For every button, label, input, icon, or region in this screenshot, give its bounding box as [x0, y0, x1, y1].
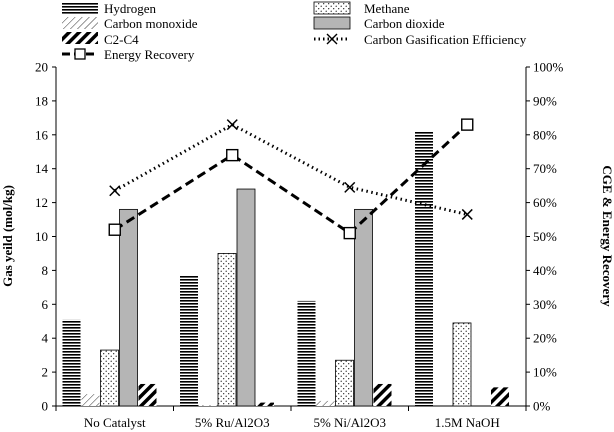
bar-hydrogen [297, 300, 316, 406]
legend-label-energy-recovery: Energy Recovery [104, 47, 195, 62]
marker-energy-recovery [226, 148, 239, 162]
x-tick-label: 5% Ru/Al2O3 [195, 415, 270, 430]
y-ticks-right: 0% 10% 20% 30% 40% 50% 60% 70% 80% 90% 100% [526, 60, 564, 414]
x-tick-label: 1.5M NaOH [435, 415, 500, 430]
bar-c2-c4 [373, 383, 392, 406]
y-tick-label-right: 10% [533, 365, 557, 380]
bar-carbon-dioxide [354, 208, 373, 407]
line-carbon-gasification-efficiency [114, 122, 468, 216]
y-tick-label-right: 90% [533, 93, 557, 108]
marker-carbon-gasification-efficiency [109, 185, 121, 197]
y-tick-label-left: 10 [35, 229, 48, 244]
legend-item-energy-recovery: Energy Recovery [62, 47, 195, 62]
legend-swatch-methane [313, 1, 351, 15]
y-axis-title-right: CGE & Energy Recovery [600, 165, 614, 307]
legend-swatch-carbon-monoxide [62, 17, 98, 29]
marker-energy-recovery [108, 223, 121, 236]
x-tick-label: No Catalyst [84, 415, 146, 430]
legend-item-hydrogen: Hydrogen [62, 1, 156, 16]
marker-energy-recovery [461, 118, 474, 131]
y-tick-label-right: 30% [533, 297, 557, 312]
y-tick-label-right: 80% [533, 127, 557, 142]
legend-marker-energy-recovery [74, 48, 86, 60]
legend: Hydrogen Carbon monoxide C2-C4 Energy Re… [62, 1, 527, 62]
y-tick-label-right: 0% [533, 399, 551, 414]
legend-swatch-hydrogen [62, 2, 98, 14]
y-tick-label-right: 60% [533, 195, 557, 210]
bar-c2-c4 [138, 383, 157, 406]
x-ticks: No Catalyst 5% Ru/Al2O3 5% Ni/Al2O3 1.5M Na… [55, 406, 527, 430]
legend-label-c2-c4: C2-C4 [104, 32, 139, 47]
y-tick-label-left: 16 [35, 127, 49, 142]
y-tick-label-left: 0 [42, 399, 49, 414]
legend-label-hydrogen: Hydrogen [104, 1, 156, 16]
lines [108, 118, 474, 240]
y-tick-label-left: 8 [42, 263, 49, 278]
y-tick-label-left: 2 [42, 365, 49, 380]
line-energy-recovery [113, 123, 469, 236]
marker-carbon-gasification-efficiency [226, 119, 238, 131]
y-tick-label-right: 40% [533, 263, 557, 278]
bar-methane [217, 253, 237, 407]
legend-item-c2-c4: C2-C4 [62, 32, 139, 47]
y-tick-label-left: 6 [42, 297, 49, 312]
y-tick-label-right: 20% [533, 331, 557, 346]
bar-c2-c4 [491, 387, 509, 406]
legend-item-cge: Carbon Gasification Efficiency [314, 32, 527, 47]
legend-label-cge: Carbon Gasification Efficiency [364, 32, 527, 47]
y-tick-label-right: 100% [533, 60, 564, 75]
bar-methane [335, 359, 354, 407]
bar-hydrogen [180, 275, 198, 406]
bar-carbon-dioxide [236, 188, 256, 407]
marker-carbon-gasification-efficiency [344, 181, 356, 193]
legend-swatch-carbon-dioxide [313, 16, 351, 30]
y-tick-label-left: 14 [35, 161, 49, 176]
bar-c2-c4 [256, 402, 274, 406]
y-tick-label-left: 20 [35, 60, 48, 75]
y-tick-label-right: 70% [533, 161, 557, 176]
bar-carbon-monoxide [199, 405, 217, 406]
bar-methane [100, 349, 119, 407]
marker-energy-recovery [343, 226, 356, 240]
y-tick-label-left: 12 [35, 195, 48, 210]
y-tick-label-left: 18 [35, 93, 48, 108]
marker-carbon-gasification-efficiency [461, 208, 473, 220]
y-tick-label-right: 50% [533, 229, 557, 244]
bar-hydrogen [415, 131, 433, 406]
legend-label-carbon-monoxide: Carbon monoxide [104, 16, 198, 31]
x-tick-label: 5% Ni/Al2O3 [313, 415, 386, 430]
legend-label-methane: Methane [364, 1, 410, 16]
y-axis-title-left: Gas yeild (mol/kg) [0, 185, 15, 287]
bar-methane [452, 322, 472, 407]
bars [62, 131, 509, 407]
legend-marker-cge [326, 33, 338, 45]
legend-swatch-c2-c4 [62, 32, 98, 44]
legend-label-carbon-dioxide: Carbon dioxide [364, 16, 445, 31]
legend-item-carbon-dioxide: Carbon dioxide [313, 16, 445, 31]
bar-carbon-monoxide [316, 400, 335, 406]
y-tick-label-left: 4 [42, 331, 49, 346]
legend-item-methane: Methane [313, 1, 410, 16]
legend-item-carbon-monoxide: Carbon monoxide [62, 16, 198, 31]
bar-hydrogen [62, 319, 81, 406]
bar-carbon-dioxide [119, 208, 138, 407]
bar-carbon-monoxide [81, 394, 100, 406]
y-ticks-left: 0 2 4 6 8 10 12 14 16 18 20 [35, 60, 56, 414]
